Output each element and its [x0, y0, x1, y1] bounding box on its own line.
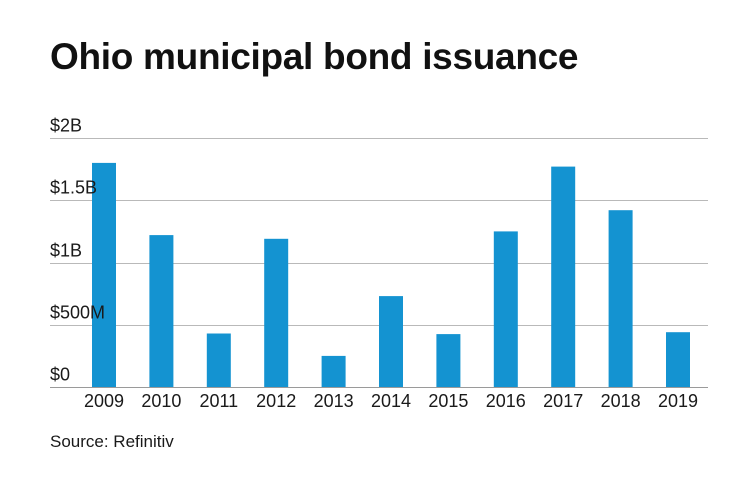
x-tick-label-2009: 2009 [84, 391, 124, 411]
y-axis-ticks: $0 $500M $1B $1.5B $2B [50, 116, 105, 385]
bar-2019 [666, 332, 690, 387]
bar-2017 [551, 166, 576, 387]
y-tick-label-1: $500M [50, 303, 105, 323]
x-tick-label-2019: 2019 [658, 391, 698, 411]
y-tick-label-4: $2B [50, 116, 82, 136]
bar-2010 [149, 235, 174, 387]
y-tick-label-0: $0 [50, 365, 70, 385]
x-tick-label-2014: 2014 [371, 391, 411, 411]
bar-2015 [436, 334, 461, 387]
x-tick-label-2010: 2010 [141, 391, 181, 411]
y-tick-label-2: $1B [50, 241, 82, 261]
bar-2016 [493, 231, 518, 387]
bars [92, 162, 690, 387]
x-tick-label-2012: 2012 [256, 391, 296, 411]
x-tick-label-2017: 2017 [543, 391, 583, 411]
chart-title: Ohio municipal bond issuance [50, 36, 579, 77]
x-tick-label-2011: 2011 [199, 391, 238, 411]
y-tick-label-3: $1.5B [50, 178, 97, 198]
bar-2012 [264, 238, 289, 387]
x-tick-label-2016: 2016 [486, 391, 526, 411]
x-tick-label-2018: 2018 [601, 391, 641, 411]
bar-2009 [92, 162, 116, 387]
x-tick-label-2013: 2013 [314, 391, 354, 411]
x-axis-ticks: 2009 2010 2011 2012 2013 2014 2015 2016 2017 2018… [84, 391, 698, 411]
bar-2013 [321, 355, 346, 387]
x-tick-label-2015: 2015 [428, 391, 468, 411]
bar-2014 [379, 296, 403, 387]
source-note: Source: Refinitiv [50, 432, 174, 451]
bar-2011 [206, 333, 231, 387]
bar-2018 [608, 210, 633, 387]
